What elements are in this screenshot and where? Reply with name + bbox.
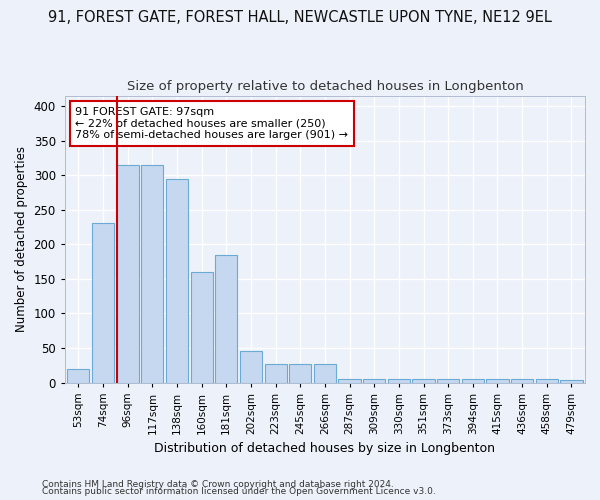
Bar xyxy=(338,379,361,382)
Bar xyxy=(240,350,262,382)
X-axis label: Distribution of detached houses by size in Longbenton: Distribution of detached houses by size … xyxy=(154,442,496,455)
Bar xyxy=(215,256,238,382)
Bar xyxy=(560,380,583,382)
Bar xyxy=(67,370,89,382)
Text: 91, FOREST GATE, FOREST HALL, NEWCASTLE UPON TYNE, NE12 9EL: 91, FOREST GATE, FOREST HALL, NEWCASTLE … xyxy=(48,10,552,25)
Bar xyxy=(166,178,188,382)
Bar xyxy=(289,364,311,382)
Bar xyxy=(363,379,385,382)
Text: Contains HM Land Registry data © Crown copyright and database right 2024.: Contains HM Land Registry data © Crown c… xyxy=(42,480,394,489)
Title: Size of property relative to detached houses in Longbenton: Size of property relative to detached ho… xyxy=(127,80,523,93)
Bar xyxy=(191,272,213,382)
Bar xyxy=(462,379,484,382)
Bar xyxy=(487,379,509,382)
Bar xyxy=(116,164,139,382)
Y-axis label: Number of detached properties: Number of detached properties xyxy=(15,146,28,332)
Bar xyxy=(388,379,410,382)
Bar xyxy=(511,379,533,382)
Bar xyxy=(92,224,114,382)
Bar xyxy=(314,364,336,382)
Bar xyxy=(265,364,287,382)
Text: Contains public sector information licensed under the Open Government Licence v3: Contains public sector information licen… xyxy=(42,487,436,496)
Text: 91 FOREST GATE: 97sqm
← 22% of detached houses are smaller (250)
78% of semi-det: 91 FOREST GATE: 97sqm ← 22% of detached … xyxy=(75,107,348,140)
Bar xyxy=(141,164,163,382)
Bar xyxy=(412,379,434,382)
Bar xyxy=(536,379,558,382)
Bar xyxy=(437,379,459,382)
